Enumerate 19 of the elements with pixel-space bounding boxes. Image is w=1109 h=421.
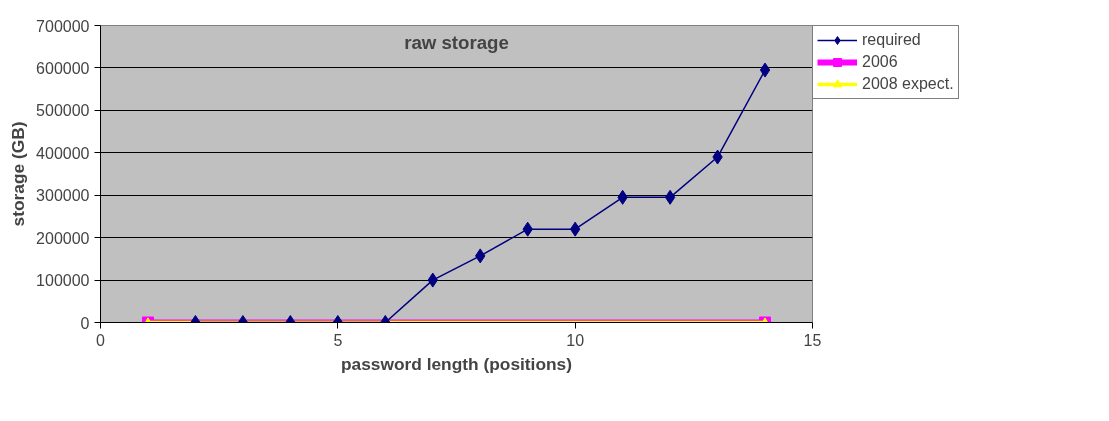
y-tick-label: 700000 <box>36 17 90 35</box>
y-tick-label: 0 <box>80 314 90 332</box>
chart-title: raw storage <box>404 31 509 53</box>
legend-label: 2006 <box>862 53 898 71</box>
point <box>664 189 676 205</box>
x-tick-label: 15 <box>803 331 822 349</box>
y-axis-title: storage (GB) <box>8 121 29 227</box>
x-tick-label: 5 <box>333 331 343 349</box>
y-tick-label: 400000 <box>36 144 90 162</box>
x-axis-title: password length (positions) <box>340 353 573 374</box>
legend-label: required <box>862 31 921 49</box>
y-tick-label: 600000 <box>36 59 90 77</box>
y-tick-label: 500000 <box>36 102 90 120</box>
x-tick-label: 10 <box>566 331 585 349</box>
y-tick-label: 100000 <box>36 272 90 290</box>
x-tick-label: 0 <box>96 331 106 349</box>
legend-label: 2008 expect. <box>862 75 954 93</box>
y-tick-label: 300000 <box>36 187 90 205</box>
y-tick-label: 200000 <box>36 229 90 247</box>
